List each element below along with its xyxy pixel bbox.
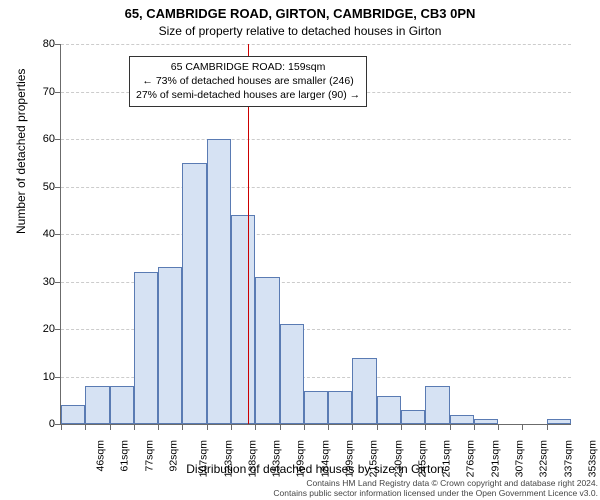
y-tick [55, 44, 61, 45]
histogram-bar [474, 419, 498, 424]
x-tick [134, 424, 135, 430]
footer-line-1: Contains HM Land Registry data © Crown c… [0, 478, 598, 488]
x-tick [352, 424, 353, 430]
y-tick [55, 329, 61, 330]
x-tick [328, 424, 329, 430]
grid-line [61, 44, 571, 45]
x-axis-label: Distribution of detached houses by size … [60, 462, 570, 476]
plot-area: 0102030405060708046sqm61sqm77sqm92sqm107… [60, 44, 571, 425]
histogram-bar [85, 386, 109, 424]
histogram-bar [425, 386, 449, 424]
x-tick [377, 424, 378, 430]
y-tick-label: 40 [25, 228, 55, 240]
y-tick-label: 60 [25, 133, 55, 145]
histogram-bar [61, 405, 85, 424]
y-tick-label: 20 [25, 323, 55, 335]
x-tick [182, 424, 183, 430]
histogram-bar [352, 358, 376, 425]
y-tick [55, 282, 61, 283]
x-tick [401, 424, 402, 430]
x-tick [85, 424, 86, 430]
histogram-bar [377, 396, 401, 425]
histogram-bar [547, 419, 571, 424]
y-tick [55, 92, 61, 93]
y-tick-label: 50 [25, 181, 55, 193]
x-tick [547, 424, 548, 430]
grid-line [61, 187, 571, 188]
histogram-bar [280, 324, 304, 424]
x-tick [255, 424, 256, 430]
y-tick [55, 187, 61, 188]
y-tick-label: 0 [25, 418, 55, 430]
histogram-bar [134, 272, 158, 424]
x-tick [207, 424, 208, 430]
y-tick [55, 234, 61, 235]
histogram-bar [450, 415, 474, 425]
x-tick-label: 353sqm [586, 440, 598, 477]
x-tick [425, 424, 426, 430]
y-tick [55, 139, 61, 140]
x-tick [158, 424, 159, 430]
x-tick [304, 424, 305, 430]
footer: Contains HM Land Registry data © Crown c… [0, 478, 600, 498]
annotation-line-2: ← 73% of detached houses are smaller (24… [136, 74, 360, 88]
x-tick [474, 424, 475, 430]
histogram-bar [401, 410, 425, 424]
y-tick-label: 70 [25, 86, 55, 98]
histogram-bar [110, 386, 134, 424]
x-tick [498, 424, 499, 430]
annotation-box: 65 CAMBRIDGE ROAD: 159sqm ← 73% of detac… [129, 56, 367, 107]
histogram-bar [328, 391, 352, 424]
chart-subtitle: Size of property relative to detached ho… [0, 24, 600, 38]
chart-title: 65, CAMBRIDGE ROAD, GIRTON, CAMBRIDGE, C… [0, 6, 600, 21]
x-tick [231, 424, 232, 430]
y-tick-label: 10 [25, 371, 55, 383]
footer-line-2: Contains public sector information licen… [0, 488, 598, 498]
x-tick [522, 424, 523, 430]
histogram-bar [207, 139, 231, 424]
histogram-bar [158, 267, 182, 424]
grid-line [61, 139, 571, 140]
histogram-bar [255, 277, 279, 424]
annotation-line-3: 27% of semi-detached houses are larger (… [136, 88, 360, 102]
annotation-line-1: 65 CAMBRIDGE ROAD: 159sqm [136, 60, 360, 74]
chart-container: 65, CAMBRIDGE ROAD, GIRTON, CAMBRIDGE, C… [0, 0, 600, 500]
y-tick [55, 377, 61, 378]
histogram-bar [304, 391, 328, 424]
x-tick [110, 424, 111, 430]
x-tick [450, 424, 451, 430]
y-tick-label: 80 [25, 38, 55, 50]
histogram-bar [182, 163, 206, 424]
y-tick-label: 30 [25, 276, 55, 288]
x-tick [61, 424, 62, 430]
histogram-bar [231, 215, 255, 424]
x-tick [280, 424, 281, 430]
grid-line [61, 234, 571, 235]
